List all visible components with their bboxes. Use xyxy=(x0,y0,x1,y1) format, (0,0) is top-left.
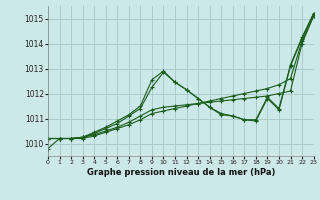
X-axis label: Graphe pression niveau de la mer (hPa): Graphe pression niveau de la mer (hPa) xyxy=(87,168,275,177)
